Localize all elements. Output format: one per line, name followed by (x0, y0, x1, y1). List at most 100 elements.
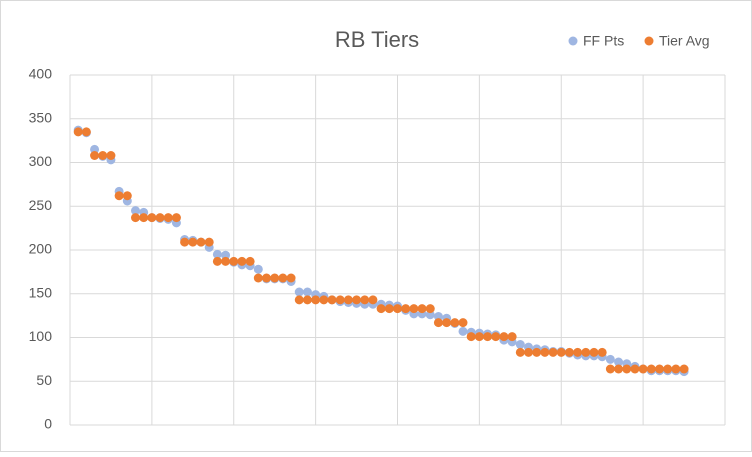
point (540, 347, 550, 357)
point (417, 304, 427, 314)
point (180, 237, 190, 247)
point (573, 347, 583, 357)
point (212, 256, 222, 266)
point (319, 295, 329, 305)
point (81, 127, 91, 137)
point (433, 318, 443, 328)
point (360, 295, 370, 305)
point (401, 304, 411, 314)
point (262, 273, 271, 283)
point (98, 151, 108, 160)
point (147, 213, 157, 223)
point (245, 256, 255, 266)
point (302, 287, 312, 297)
legend-label: Tier Avg (659, 33, 710, 49)
point (466, 332, 476, 342)
point (253, 273, 263, 283)
point (204, 237, 214, 247)
point (237, 256, 247, 266)
point (311, 295, 321, 305)
point (294, 295, 304, 305)
point (409, 304, 419, 314)
point (114, 191, 124, 201)
point (368, 295, 378, 305)
point (491, 332, 501, 342)
point (131, 213, 140, 223)
point (556, 347, 566, 357)
point (384, 304, 394, 314)
point (474, 332, 484, 342)
point (122, 191, 132, 201)
point (171, 213, 181, 223)
point (442, 318, 452, 328)
point (278, 273, 288, 283)
point (106, 151, 116, 160)
point (229, 256, 239, 266)
legend-marker (644, 36, 654, 46)
y-tick-label: 50 (36, 372, 52, 388)
point (605, 364, 615, 374)
y-tick-label: 250 (29, 197, 53, 213)
point (515, 347, 525, 357)
point (188, 237, 198, 247)
y-tick-label: 400 (29, 66, 53, 82)
point (605, 354, 615, 364)
point (458, 326, 468, 336)
point (131, 206, 140, 216)
point (376, 304, 386, 314)
point (630, 364, 640, 374)
point (335, 295, 345, 305)
point (196, 237, 206, 247)
y-tick-label: 0 (44, 416, 52, 432)
point (450, 318, 460, 328)
point (286, 273, 296, 283)
point (589, 347, 599, 357)
point (221, 256, 231, 266)
point (524, 347, 533, 357)
legend-label: FF Pts (583, 33, 624, 49)
point (507, 332, 517, 342)
point (597, 347, 607, 357)
point (532, 347, 542, 357)
point (622, 364, 632, 374)
point (671, 364, 681, 374)
point (638, 364, 648, 374)
point (163, 213, 173, 223)
point (155, 213, 165, 223)
point (343, 295, 353, 305)
point (679, 364, 689, 374)
point (614, 357, 624, 367)
point (646, 364, 656, 374)
legend-marker (568, 36, 578, 46)
point (581, 347, 591, 357)
point (327, 295, 337, 305)
y-tick-label: 200 (29, 241, 53, 257)
y-tick-label: 150 (29, 284, 53, 300)
chart-title: RB Tiers (335, 27, 419, 52)
point (458, 318, 468, 328)
y-tick-label: 350 (29, 109, 53, 125)
point (352, 295, 362, 305)
point (393, 304, 402, 314)
point (515, 340, 525, 349)
point (73, 127, 83, 137)
point (212, 249, 222, 259)
point (614, 364, 624, 374)
point (294, 287, 304, 297)
point (253, 264, 263, 274)
point (483, 332, 493, 342)
point (564, 347, 574, 357)
point (425, 304, 435, 314)
point (655, 364, 664, 374)
point (548, 347, 558, 357)
point (663, 364, 673, 374)
y-tick-label: 100 (29, 328, 53, 344)
point (499, 332, 509, 342)
point (302, 295, 312, 305)
point (139, 213, 149, 223)
point (90, 151, 100, 160)
y-tick-label: 300 (29, 153, 53, 169)
point (270, 273, 280, 283)
